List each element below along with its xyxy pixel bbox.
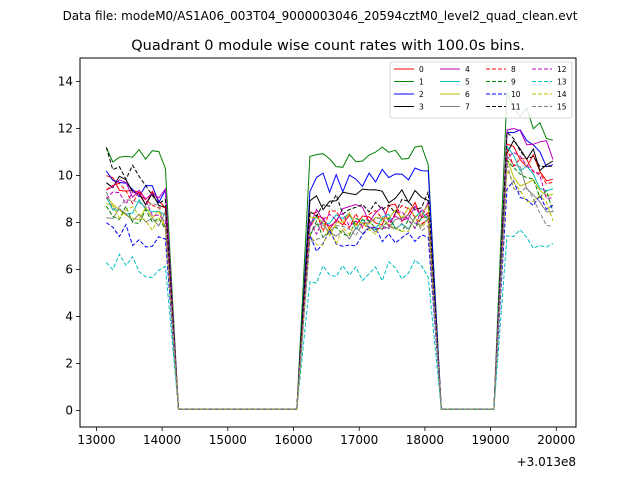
x-offset-label: +3.013e8	[517, 455, 576, 469]
y-tick-label: 8	[65, 216, 73, 230]
series-line-11	[105, 131, 553, 410]
legend-label: 1	[419, 78, 424, 87]
legend-label: 13	[557, 78, 567, 87]
legend-label: 14	[557, 90, 567, 99]
y-tick-label: 2	[65, 357, 73, 371]
y-tick-label: 12	[58, 122, 73, 136]
legend-label: 10	[511, 90, 521, 99]
x-tick-label: 16000	[274, 433, 312, 447]
legend-label: 12	[557, 65, 567, 74]
x-axis: 13000 14000 15000 16000 17000 18000 19000 20000	[77, 427, 575, 447]
legend-label: 3	[419, 103, 424, 112]
legend-label: 0	[419, 65, 424, 74]
x-tick-label: 14000	[143, 433, 181, 447]
legend-label: 5	[465, 78, 470, 87]
x-tick-label: 17000	[340, 433, 378, 447]
legend-label: 11	[511, 103, 521, 112]
legend-label: 7	[465, 103, 470, 112]
chart-title: Quadrant 0 module wise count rates with …	[131, 38, 525, 54]
y-tick-label: 6	[65, 263, 73, 277]
series-line-8	[106, 148, 554, 410]
y-tick-label: 10	[58, 169, 73, 183]
x-tick-label: 13000	[77, 433, 115, 447]
x-tick-label: 19000	[472, 433, 510, 447]
y-tick-label: 4	[65, 310, 73, 324]
legend-label: 15	[557, 103, 567, 112]
y-axis: 0 2 4 6 8 10 12 14	[58, 75, 80, 418]
legend-label: 4	[465, 65, 470, 74]
series-line-9	[105, 159, 554, 410]
legend-label: 2	[419, 90, 424, 99]
x-tick-label: 18000	[406, 433, 444, 447]
figure-suptitle: Data file: modeM0/AS1A06_003T04_90000030…	[63, 9, 578, 23]
plot-frame	[79, 57, 577, 428]
series-line-14	[106, 168, 554, 410]
legend-frame	[389, 61, 573, 119]
legend-label: 6	[465, 90, 470, 99]
plot-area	[80, 58, 576, 427]
y-tick-label: 0	[65, 404, 73, 418]
legend-label: 9	[511, 78, 516, 87]
x-tick-label: 15000	[209, 433, 247, 447]
y-tick-label: 14	[58, 75, 73, 89]
legend-label: 8	[511, 65, 516, 74]
x-tick-label: 20000	[537, 433, 575, 447]
series-line-15	[105, 162, 554, 410]
series-layer	[105, 92, 554, 410]
